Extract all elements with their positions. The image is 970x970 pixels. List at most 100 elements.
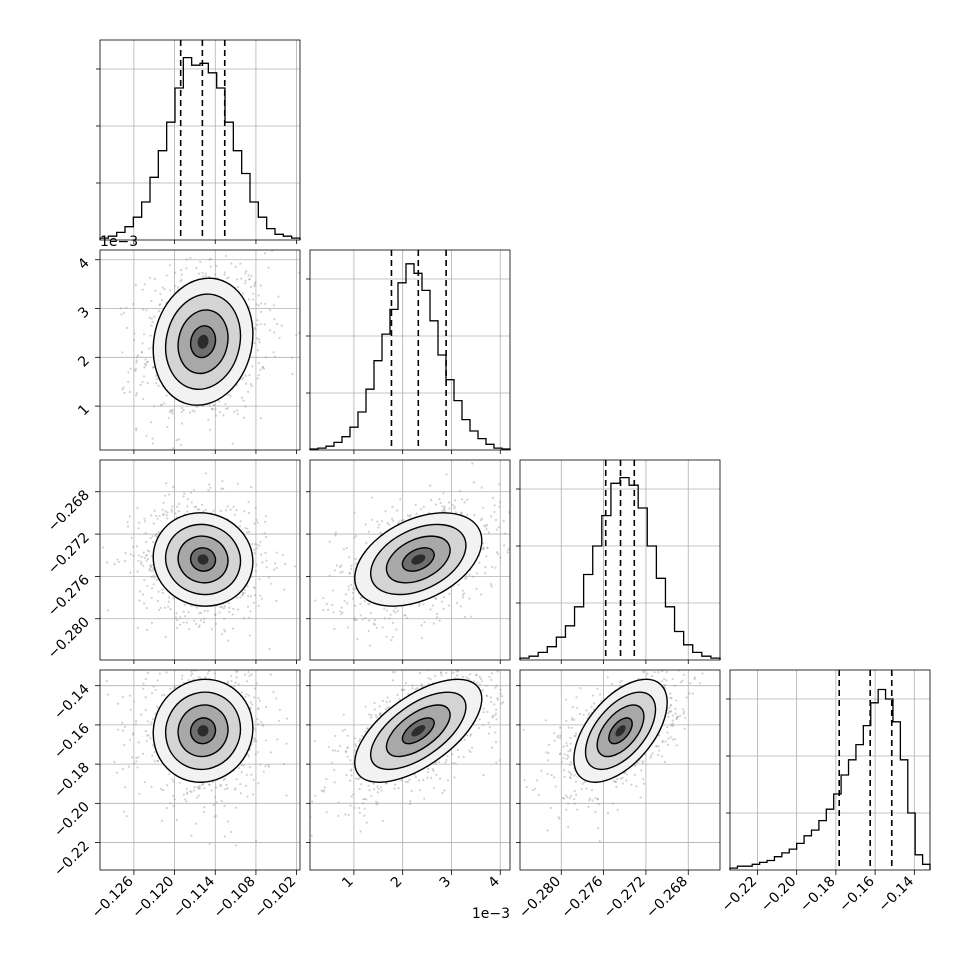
- scatter-point: [352, 618, 356, 621]
- scatter-point: [134, 367, 138, 370]
- scatter-point: [182, 793, 185, 796]
- scatter-point: [123, 391, 126, 395]
- scatter-point: [357, 806, 361, 810]
- scatter-point: [660, 680, 664, 683]
- scatter-point: [149, 565, 153, 568]
- scatter-point: [250, 486, 253, 489]
- scatter-point: [451, 753, 454, 756]
- scatter-point: [234, 844, 237, 847]
- scatter-point: [127, 380, 130, 384]
- scatter-point: [214, 814, 217, 818]
- contour-line: [401, 547, 435, 572]
- scatter-point: [197, 794, 200, 797]
- panel-content: [100, 460, 300, 660]
- scatter-point: [448, 592, 451, 595]
- scatter-point: [365, 821, 368, 824]
- scatter-point: [242, 617, 246, 620]
- scatter-point: [456, 748, 459, 752]
- histogram-bar: [99, 56, 301, 240]
- scatter-point: [155, 382, 158, 385]
- scatter-point: [221, 479, 224, 483]
- scatter-point: [133, 368, 136, 371]
- scatter-point: [193, 785, 196, 789]
- scatter-point: [151, 744, 154, 747]
- scatter-point: [438, 498, 441, 501]
- scatter-point: [395, 628, 398, 631]
- scatter-point: [446, 755, 449, 758]
- scatter-point: [247, 595, 250, 598]
- scatter-point: [363, 814, 366, 817]
- scatter-point: [379, 786, 383, 789]
- scatter-point: [256, 751, 259, 754]
- scatter-point: [165, 807, 169, 810]
- scatter-point: [367, 602, 370, 605]
- scatter-point: [248, 373, 251, 377]
- scatter-point: [241, 292, 245, 295]
- scatter-point: [143, 602, 146, 605]
- scatter-point: [478, 683, 482, 686]
- scatter-point: [159, 303, 162, 306]
- scatter-point: [534, 492, 536, 494]
- scatter-point: [152, 366, 155, 369]
- scatter-point: [358, 777, 361, 780]
- scatter-point: [381, 819, 385, 822]
- scatter-point: [416, 687, 419, 690]
- scatter-point: [490, 515, 493, 518]
- scatter-point: [268, 329, 272, 332]
- scatter-point: [456, 670, 459, 672]
- scatter-point: [361, 798, 365, 801]
- scatter-point: [153, 750, 156, 754]
- scatter-point: [573, 789, 576, 793]
- scatter-point: [454, 762, 457, 765]
- scatter-point: [441, 509, 444, 512]
- scatter-point: [148, 564, 152, 567]
- scatter-point: [661, 740, 664, 743]
- scatter-point: [422, 778, 425, 782]
- scatter-point: [146, 628, 149, 632]
- scatter-point: [423, 797, 426, 800]
- scatter-point: [263, 652, 265, 654]
- scatter-point: [666, 712, 669, 715]
- scatter-point: [169, 289, 172, 292]
- scatter-point: [220, 606, 223, 609]
- scatter-point: [256, 319, 259, 322]
- scatter-point: [257, 697, 260, 700]
- axes-frame: [309, 669, 511, 871]
- scatter-point: [332, 611, 335, 614]
- scatter-point: [283, 562, 287, 565]
- contour-line: [177, 309, 229, 375]
- scatter-point: [116, 728, 120, 731]
- scatter-point: [190, 501, 193, 504]
- scatter-point: [385, 635, 388, 638]
- scatter-point: [213, 404, 216, 407]
- scatter-point: [502, 701, 505, 704]
- scatter-point: [445, 473, 448, 476]
- scatter-point: [251, 292, 255, 295]
- scatter-point: [152, 685, 155, 688]
- scatter-point: [334, 749, 337, 752]
- scatter-point: [254, 738, 257, 741]
- scatter-point: [391, 505, 394, 509]
- scatter-point: [168, 493, 171, 496]
- scatter-point: [150, 621, 154, 625]
- scatter-point: [158, 514, 161, 517]
- scatter-point: [341, 611, 344, 614]
- scatter-point: [123, 810, 126, 813]
- scatter-point: [163, 287, 166, 291]
- scatter-point: [183, 615, 187, 618]
- scatter-point: [333, 569, 336, 572]
- scatter-point: [162, 512, 165, 516]
- scatter-point: [531, 788, 535, 792]
- contour-line: [189, 325, 217, 359]
- scatter-point: [373, 787, 376, 791]
- scatter-point: [420, 685, 424, 688]
- scatter-point: [395, 509, 399, 512]
- scatter-point: [273, 331, 276, 334]
- scatter-point: [501, 695, 504, 698]
- scatter-point: [585, 709, 588, 712]
- scatter-point: [438, 760, 441, 764]
- scatter-point: [258, 578, 261, 581]
- scatter-point: [254, 506, 257, 509]
- scatter-point: [390, 639, 393, 642]
- scatter-point: [220, 487, 223, 490]
